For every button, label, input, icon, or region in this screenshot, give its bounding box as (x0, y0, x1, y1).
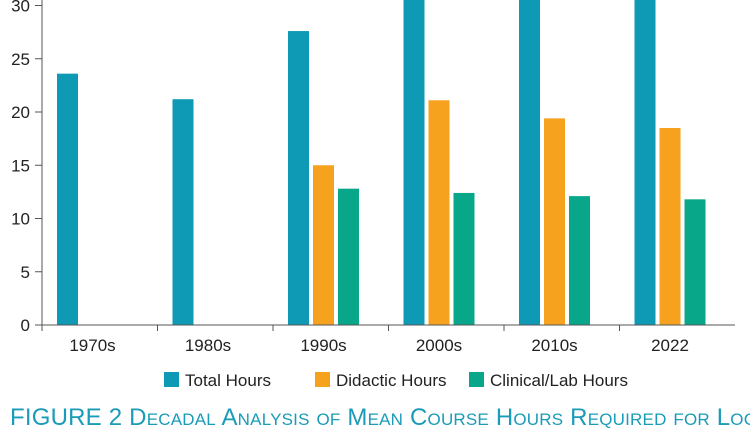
y-tick-label: 10 (11, 210, 30, 229)
x-axis: 1970s 1980s 1990s 2000s 2010s 2022 (41, 324, 735, 355)
legend-swatch (469, 372, 484, 387)
bar-clinical-lab-hours (569, 196, 590, 325)
legend-swatch (164, 372, 179, 387)
y-tick-label: 20 (11, 103, 30, 122)
legend-label: Didactic Hours (336, 371, 447, 390)
bar-didactic-hours (428, 100, 450, 325)
x-tick-label: 2000s (416, 336, 462, 355)
legend: Total Hours Didactic Hours Clinical/Lab Ho… (164, 371, 628, 390)
bar-clinical-lab-hours (338, 188, 359, 325)
x-tick-label: 1970s (69, 336, 115, 355)
bar-didactic-hours (313, 165, 334, 325)
figure-caption: FIGURE 2 Decadal Analysis of Mean Course… (10, 404, 750, 432)
bar-chart: 0 5 10 15 20 25 30 1970s 1980s 1990s 2000s 2010s 20… (11, 0, 735, 390)
bar-total-hours (403, 0, 425, 326)
legend-label: Total Hours (185, 371, 271, 390)
bar-total-hours (288, 31, 309, 326)
bar-clinical-lab-hours (684, 199, 706, 325)
bar-didactic-hours (659, 127, 681, 325)
x-tick-label: 1980s (185, 336, 231, 355)
x-tick-label: 2022 (651, 336, 689, 355)
figure-caption-text: Decadal Analysis of Mean Course Hours Re… (129, 404, 750, 431)
bar-total-hours (172, 99, 194, 325)
y-tick-label: 0 (21, 316, 30, 335)
bar-total-hours (57, 73, 78, 325)
bar-total-hours (519, 0, 540, 325)
bar-clinical-lab-hours (453, 192, 475, 325)
y-tick-label: 30 (11, 0, 30, 16)
bar-total-hours (634, 0, 656, 325)
y-tick-label: 5 (21, 263, 30, 282)
bar-didactic-hours (544, 118, 565, 325)
bars (57, 0, 706, 326)
figure-label: FIGURE 2 (10, 404, 123, 431)
x-tick-label: 2010s (531, 336, 577, 355)
y-tick-label: 15 (11, 156, 30, 175)
legend-swatch (315, 372, 330, 387)
y-axis: 0 5 10 15 20 25 30 (11, 0, 43, 335)
y-tick-label: 25 (11, 50, 30, 69)
legend-label: Clinical/Lab Hours (490, 371, 628, 390)
x-tick-label: 1990s (300, 336, 346, 355)
